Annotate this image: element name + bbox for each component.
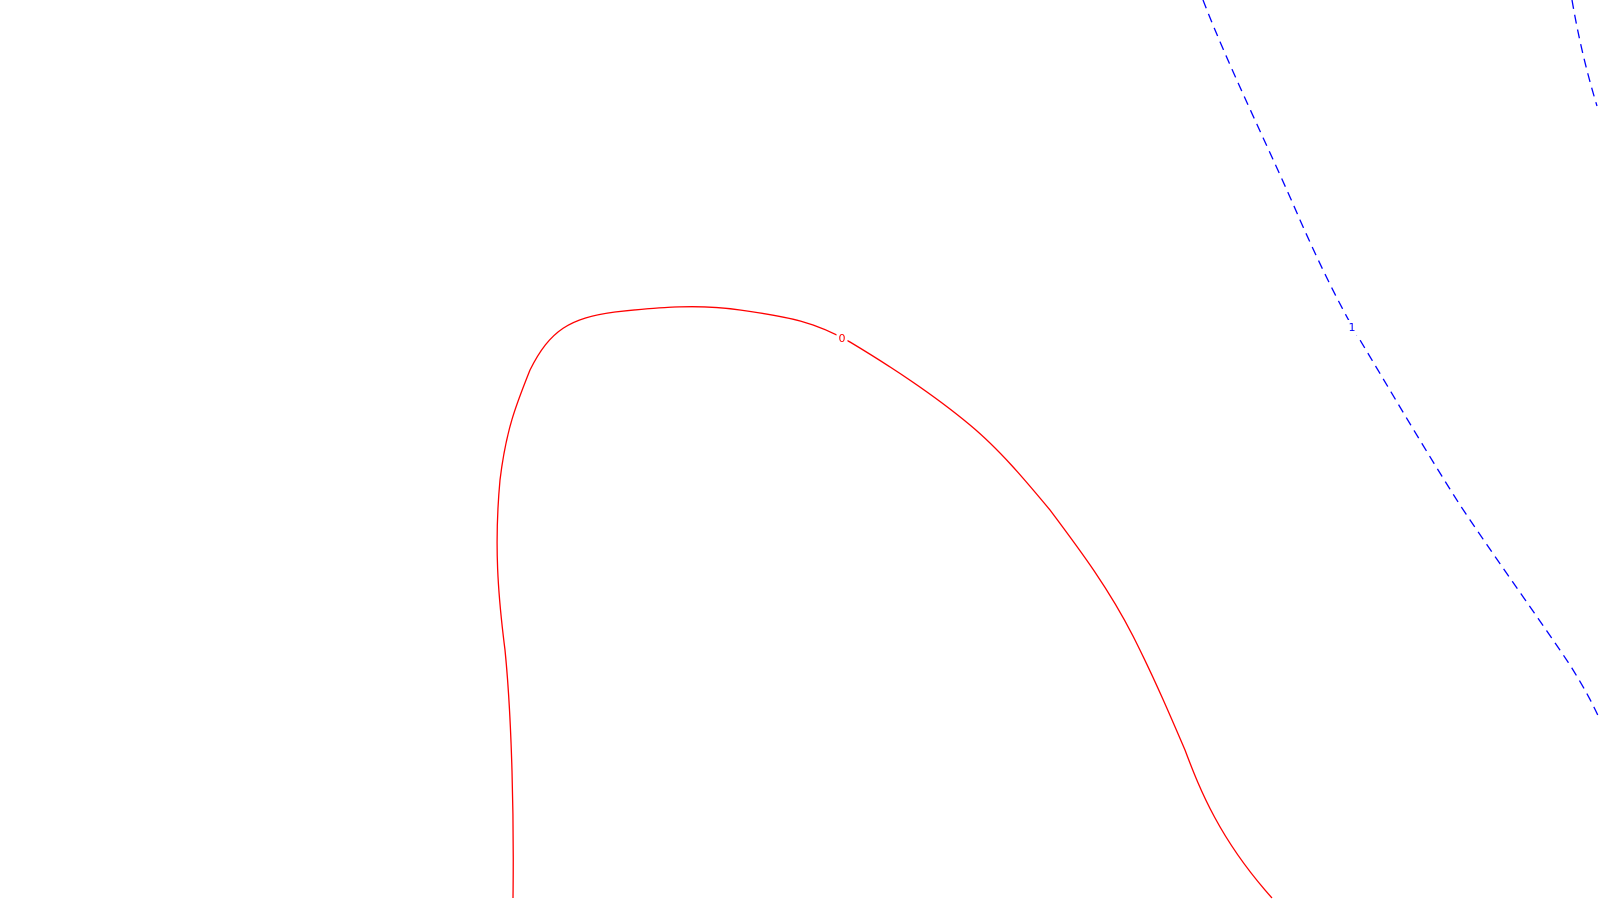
contour-level-1-group: 1 <box>1202 0 1600 721</box>
contour-label-level-1-background <box>1346 320 1358 335</box>
contour-line-level-1 <box>1202 0 1600 721</box>
contour-label-level-1: 1 <box>1349 321 1356 334</box>
contour-label-level-0: 0 <box>839 332 846 345</box>
contour-line-level-1-fragment <box>1571 0 1598 107</box>
contour-line-level-0 <box>496 306 1273 899</box>
contour-label-level-0-background <box>836 331 848 346</box>
contour-level-0-group: 0 <box>496 306 1273 899</box>
